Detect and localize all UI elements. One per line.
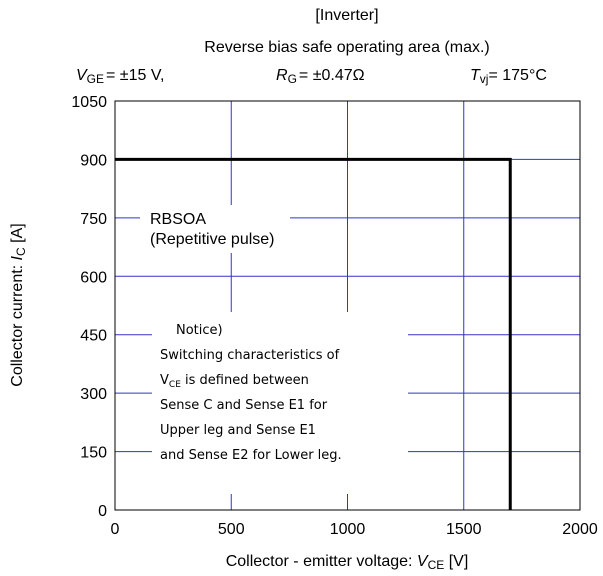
cond-symbol: T xyxy=(470,67,481,84)
cond-sub: G xyxy=(288,72,297,86)
annotation: (Repetitive pulse) xyxy=(150,231,275,248)
notice-line: Switching characteristics of xyxy=(160,348,340,363)
notice-box xyxy=(152,312,408,494)
y-tick-label: 900 xyxy=(80,152,107,169)
y-tick-label: 150 xyxy=(80,445,107,462)
cond-symbol: R xyxy=(276,67,288,84)
axis-symbol: I xyxy=(9,255,26,260)
notice-line: Sense C and Sense E1 for xyxy=(160,398,328,413)
cond-sub: vj xyxy=(480,72,489,86)
y-tick-label: 1050 xyxy=(71,94,107,111)
notice-line: and Sense E2 for Lower leg. xyxy=(160,448,342,463)
x-tick-label: 1000 xyxy=(330,521,366,538)
annotation: RBSOA xyxy=(150,211,206,228)
axis-symbol: V xyxy=(417,553,429,570)
annotation-box xyxy=(140,205,290,253)
x-tick-label: 500 xyxy=(218,521,245,538)
y-tick-label: 450 xyxy=(80,328,107,345)
plot-frame xyxy=(114,100,581,511)
cond-text: = 175°C xyxy=(488,67,546,84)
x-axis-label: Collector - emitter voltage: VCE [V] xyxy=(226,553,469,572)
notice-title: Notice) xyxy=(176,323,223,338)
axis-text: Collector current: xyxy=(9,260,26,386)
y-tick-label: 300 xyxy=(80,386,107,403)
x-tick-label: 2000 xyxy=(562,521,598,538)
cond-symbol: V xyxy=(76,67,88,84)
y-axis-label: Collector current: IC [A] xyxy=(9,223,28,386)
axis-sub: C xyxy=(14,247,28,256)
series-line xyxy=(115,157,512,510)
notice-symbol: V xyxy=(160,373,169,388)
notice-sub: CE xyxy=(169,380,181,390)
notice-line: VCE is defined between xyxy=(160,373,309,390)
axis-unit: [V] xyxy=(444,553,468,570)
notice-line: Upper leg and Sense E1 xyxy=(160,423,316,438)
cond-text: = ±0.47Ω xyxy=(299,67,365,84)
axis-unit: [A] xyxy=(9,223,26,247)
y-tick-label: 600 xyxy=(80,269,107,286)
chart-subtitle: Reverse bias safe operating area (max.) xyxy=(204,39,489,56)
cond-sub: GE xyxy=(87,72,104,86)
conditions: VGE = ±15 V, RG = ±0.47Ω Tvj= 175°C xyxy=(76,67,547,86)
x-tick-label: 1500 xyxy=(446,521,482,538)
marks xyxy=(115,157,512,510)
axis-text: Collector - emitter voltage: xyxy=(226,553,417,570)
cond-text: = ±15 V, xyxy=(106,67,164,84)
notice-text: is defined between xyxy=(181,373,309,388)
y-tick-label: 0 xyxy=(98,503,107,520)
axis-sub: CE xyxy=(428,558,445,572)
y-tick-label: 750 xyxy=(80,211,107,228)
chart-title: [Inverter] xyxy=(315,7,378,24)
x-tick-label: 0 xyxy=(111,521,120,538)
